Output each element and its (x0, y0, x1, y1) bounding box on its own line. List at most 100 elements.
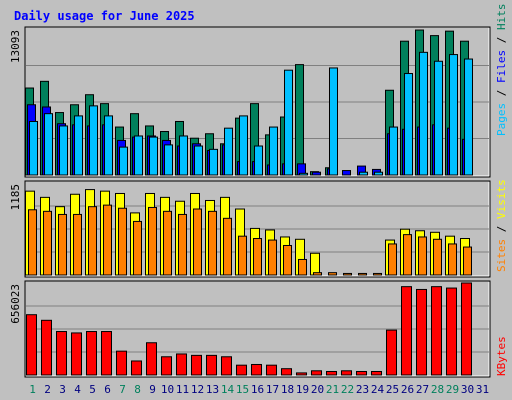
x-tick-label-day-18: 18 (281, 383, 294, 396)
bar-kbytes-day-14 (221, 356, 232, 376)
x-tick-label-day-6: 6 (104, 383, 111, 396)
bar-sites-day-8 (133, 220, 142, 276)
bar-pages-day-2 (44, 113, 53, 176)
bar-kbytes-day-17 (266, 364, 277, 376)
bar-pages-day-8 (134, 135, 143, 176)
bar-kbytes-day-30 (461, 282, 472, 376)
x-tick-label-day-8: 8 (134, 383, 141, 396)
bar-pages-day-26 (404, 73, 413, 176)
bar-pages-day-12 (194, 145, 203, 176)
bar-kbytes-day-20 (311, 370, 322, 376)
x-tick-label-day-2: 2 (44, 383, 51, 396)
bar-sites-day-2 (43, 210, 52, 276)
x-tick-label-day-11: 11 (176, 383, 189, 396)
x-tick-label-day-16: 16 (251, 383, 264, 396)
bar-kbytes-day-22 (341, 370, 352, 376)
bar-kbytes-day-6 (101, 331, 112, 376)
bar-sites-day-14 (223, 217, 232, 276)
legend-entry: KBytes (495, 336, 508, 376)
bar-kbytes-day-15 (236, 364, 247, 376)
series-kbytes (26, 282, 472, 376)
bar-sites-day-11 (178, 213, 187, 276)
bar-visits-day-20 (310, 252, 320, 276)
bar-sites-day-10 (163, 210, 172, 276)
bar-kbytes-day-9 (146, 342, 157, 376)
chart-panels: 13093 Pages / Files / Hits 1185 Sites / Vis… (9, 4, 508, 378)
legend-entry: Visits (495, 179, 508, 219)
bar-kbytes-day-19 (296, 372, 307, 376)
bar-sites-day-27 (418, 236, 427, 276)
bar-sites-day-22 (343, 272, 352, 276)
bar-pages-day-16 (254, 145, 263, 176)
x-tick-label-day-29: 29 (446, 383, 459, 396)
bar-sites-day-30 (463, 246, 472, 276)
bar-sites-day-18 (283, 244, 292, 276)
legend-entry: Pages (495, 103, 508, 136)
panel-middle: 1185 Sites / Visits (9, 179, 508, 278)
bar-kbytes-day-11 (176, 353, 187, 376)
x-tick-label-day-26: 26 (401, 383, 414, 396)
bar-sites-day-5 (88, 206, 97, 276)
bar-sites-day-6 (103, 204, 112, 276)
x-tick-label-day-22: 22 (341, 383, 354, 396)
bar-pages-day-14 (224, 127, 233, 176)
x-tick-label-day-20: 20 (311, 383, 324, 396)
panel-top: 13093 Pages / Files / Hits (9, 4, 508, 178)
x-tick-label-day-10: 10 (161, 383, 174, 396)
bar-sites-day-4 (73, 213, 82, 276)
bar-kbytes-day-7 (116, 350, 127, 376)
x-tick-label-day-23: 23 (356, 383, 369, 396)
bar-pages-day-6 (104, 115, 113, 176)
bar-kbytes-day-3 (56, 331, 67, 376)
bar-pages-day-28 (434, 60, 443, 176)
bar-kbytes-day-10 (161, 356, 172, 376)
x-tick-label-day-12: 12 (191, 383, 204, 396)
bar-sites-day-16 (253, 238, 262, 276)
x-tick-label-day-3: 3 (59, 383, 66, 396)
bar-sites-day-28 (433, 238, 442, 276)
bar-files-day-20 (312, 171, 321, 176)
legend-entry: Files (495, 50, 508, 83)
bar-pages-day-17 (269, 126, 278, 176)
bar-pages-day-25 (389, 126, 398, 176)
bar-pages-day-23 (359, 171, 368, 176)
legend-entry: Sites (495, 239, 508, 272)
x-tick-label-day-17: 17 (266, 383, 279, 396)
bar-pages-day-11 (179, 135, 188, 176)
bar-sites-day-17 (268, 239, 277, 276)
bar-files-day-22 (342, 170, 351, 176)
legend-bottom: KBytes (495, 336, 508, 376)
x-tick-label-day-4: 4 (74, 383, 81, 396)
legend-middle: Sites / Visits (495, 179, 508, 272)
bar-sites-day-9 (148, 206, 157, 276)
bar-sites-day-7 (118, 207, 127, 276)
bar-pages-day-19 (299, 172, 308, 176)
bar-sites-day-25 (388, 243, 397, 276)
bar-pages-day-13 (209, 148, 218, 176)
bar-pages-day-7 (119, 146, 128, 176)
bar-kbytes-day-29 (446, 287, 457, 376)
bar-kbytes-day-5 (86, 331, 97, 376)
bar-pages-day-30 (464, 58, 473, 176)
y-max-label: 656023 (9, 284, 22, 324)
bar-kbytes-day-13 (206, 354, 217, 376)
y-max-label: 1185 (9, 184, 22, 211)
bar-hits-day-19 (295, 64, 304, 176)
x-tick-label-day-14: 14 (221, 383, 235, 396)
bar-sites-day-15 (238, 235, 247, 276)
bar-kbytes-day-1 (26, 314, 37, 376)
x-axis-labels: 1 2 3 4 5 6 7 8 9 10 11 12 13 14 15 16 17 18 19 20 21 22 23 24 2… (29, 383, 489, 396)
panel-bottom: 656023 KBytes (9, 280, 508, 378)
bar-kbytes-day-25 (386, 329, 397, 376)
bar-kbytes-day-8 (131, 360, 142, 376)
bar-sites-day-1 (28, 209, 37, 276)
bar-sites-day-23 (358, 272, 367, 276)
bar-sites-day-19 (298, 258, 307, 276)
bar-kbytes-day-28 (431, 286, 442, 376)
x-tick-label-day-13: 13 (206, 383, 219, 396)
chart-title: Daily usage for June 2025 (14, 9, 195, 23)
x-tick-label-day-30: 30 (461, 383, 474, 396)
bar-pages-day-3 (59, 125, 68, 176)
bar-sites-day-29 (448, 243, 457, 276)
